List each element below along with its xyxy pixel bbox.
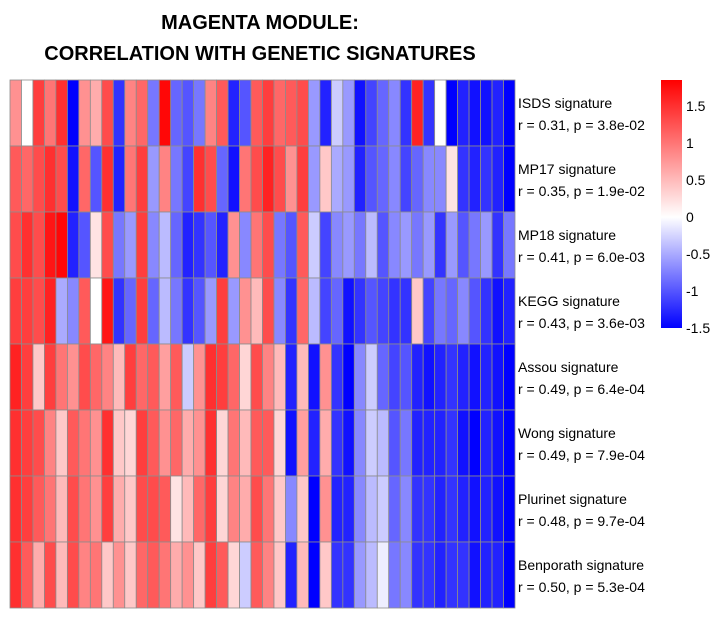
row-label-name: MP18 signature <box>518 227 617 243</box>
row-label-name: Assou signature <box>518 359 619 375</box>
row-label-name: Benporath signature <box>518 557 645 573</box>
chart-title-line-1: MAGENTA MODULE: <box>161 12 359 34</box>
row-label-stat: r = 0.48, p = 9.7e-04 <box>518 513 645 529</box>
row-label-stat: r = 0.31, p = 3.8e-02 <box>518 117 645 133</box>
row-label-stat: r = 0.35, p = 1.9e-02 <box>518 183 645 199</box>
row-label-stat: r = 0.43, p = 3.6e-03 <box>518 315 645 331</box>
row-label-name: MP17 signature <box>518 161 617 177</box>
colorbar-tick-label: -1 <box>686 282 699 299</box>
row-label-name: Plurinet signature <box>518 491 627 507</box>
chart-title: MAGENTA MODULE: CORRELATION WITH GENETIC… <box>0 8 520 70</box>
row-label-stat: r = 0.49, p = 7.9e-04 <box>518 447 645 463</box>
colorbar-gradient <box>661 80 682 328</box>
colorbar-tick-label: 0.5 <box>686 171 706 188</box>
heatmap-cell <box>503 541 516 609</box>
colorbar-tick-label: -1.5 <box>686 320 711 336</box>
row-label-name: ISDS signature <box>518 95 613 111</box>
colorbar-tick-label: 1.5 <box>686 97 706 114</box>
colorbar-tick-label: 1 <box>686 134 694 151</box>
row-label-stat: r = 0.50, p = 5.3e-04 <box>518 579 645 595</box>
row-label-stat: r = 0.41, p = 6.0e-03 <box>518 249 645 265</box>
row-label-name: KEGG signature <box>518 293 620 309</box>
chart-title-line-2: CORRELATION WITH GENETIC SIGNATURES <box>44 43 476 65</box>
colorbar-tick-label: -0.5 <box>686 245 711 262</box>
row-label-name: Wong signature <box>518 425 616 441</box>
row-label-stat: r = 0.49, p = 6.4e-04 <box>518 381 645 397</box>
colorbar-tick-label: 0 <box>686 208 694 225</box>
